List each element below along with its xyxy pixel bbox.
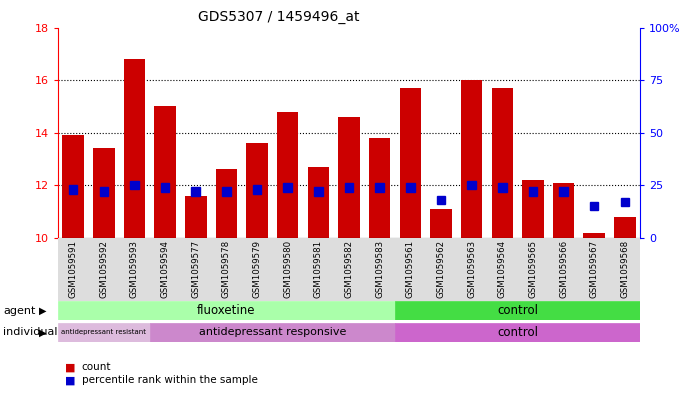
Bar [369,138,390,238]
Bar [69,185,78,194]
Bar [334,238,364,301]
Text: control: control [497,304,538,318]
Text: GSM1059593: GSM1059593 [130,240,139,298]
Bar [63,135,84,238]
Text: ■: ■ [65,375,75,386]
Text: GSM1059592: GSM1059592 [99,240,108,298]
Bar [130,181,139,189]
Bar [272,238,303,301]
Bar [498,183,507,191]
Bar [614,217,635,238]
Bar [180,238,211,301]
Bar [395,323,640,342]
Text: GSM1059591: GSM1059591 [69,240,78,298]
Bar [161,183,170,191]
Text: GSM1059566: GSM1059566 [559,240,568,298]
Bar [93,149,114,238]
Text: GSM1059579: GSM1059579 [253,240,262,298]
Text: GSM1059567: GSM1059567 [590,240,599,298]
Bar [559,187,568,196]
Bar [461,80,482,238]
Text: GDS5307 / 1459496_at: GDS5307 / 1459496_at [198,10,360,24]
Bar [211,238,242,301]
Bar [437,196,445,204]
Bar [253,185,262,194]
Bar [277,112,298,238]
Bar [303,238,334,301]
Text: GSM1059565: GSM1059565 [528,240,537,298]
Bar [553,183,574,238]
Text: ▶: ▶ [39,306,47,316]
Bar [150,238,180,301]
Bar [150,323,395,342]
Bar [222,187,231,196]
Text: ■: ■ [65,362,75,373]
Bar [548,238,579,301]
Text: individual: individual [3,327,58,338]
Bar [528,187,537,196]
Text: percentile rank within the sample: percentile rank within the sample [82,375,257,386]
Bar [155,107,176,238]
Bar [590,202,599,210]
Text: agent: agent [3,306,36,316]
Text: GSM1059582: GSM1059582 [345,240,353,298]
Bar [584,233,605,238]
Bar [345,183,353,191]
Bar [395,301,640,320]
Bar [522,180,543,238]
Bar [119,238,150,301]
Bar [492,88,513,238]
Bar [430,209,452,238]
Bar [338,117,360,238]
Bar [375,183,384,191]
Text: GSM1059578: GSM1059578 [222,240,231,298]
Bar [58,238,89,301]
Bar [456,238,487,301]
Bar [124,59,145,238]
Bar [395,238,426,301]
Bar [314,187,323,196]
Bar [58,301,395,320]
Bar [364,238,395,301]
Bar [242,238,272,301]
Text: fluoxetine: fluoxetine [197,304,255,318]
Text: GSM1059577: GSM1059577 [191,240,200,298]
Text: GSM1059594: GSM1059594 [161,240,170,298]
Bar [609,238,640,301]
Text: GSM1059562: GSM1059562 [437,240,445,298]
Text: GSM1059583: GSM1059583 [375,240,384,298]
Text: antidepressant resistant: antidepressant resistant [61,329,146,336]
Text: GSM1059581: GSM1059581 [314,240,323,298]
Bar [89,238,119,301]
Bar [426,238,456,301]
Bar [579,238,609,301]
Bar [308,167,329,238]
Text: control: control [497,326,538,339]
Bar [283,183,292,191]
Bar [467,181,476,189]
Bar [185,196,206,238]
Bar [620,198,629,206]
Bar [487,238,518,301]
Text: GSM1059563: GSM1059563 [467,240,476,298]
Text: GSM1059561: GSM1059561 [406,240,415,298]
Bar [406,183,415,191]
Bar [191,187,200,196]
Bar [247,143,268,238]
Text: GSM1059564: GSM1059564 [498,240,507,298]
Text: ▶: ▶ [39,327,47,338]
Bar [518,238,548,301]
Bar [99,187,108,196]
Bar [216,169,237,238]
Text: GSM1059580: GSM1059580 [283,240,292,298]
Text: count: count [82,362,111,373]
Bar [400,88,421,238]
Text: GSM1059568: GSM1059568 [620,240,629,298]
Text: antidepressant responsive: antidepressant responsive [199,327,346,338]
Bar [58,323,150,342]
